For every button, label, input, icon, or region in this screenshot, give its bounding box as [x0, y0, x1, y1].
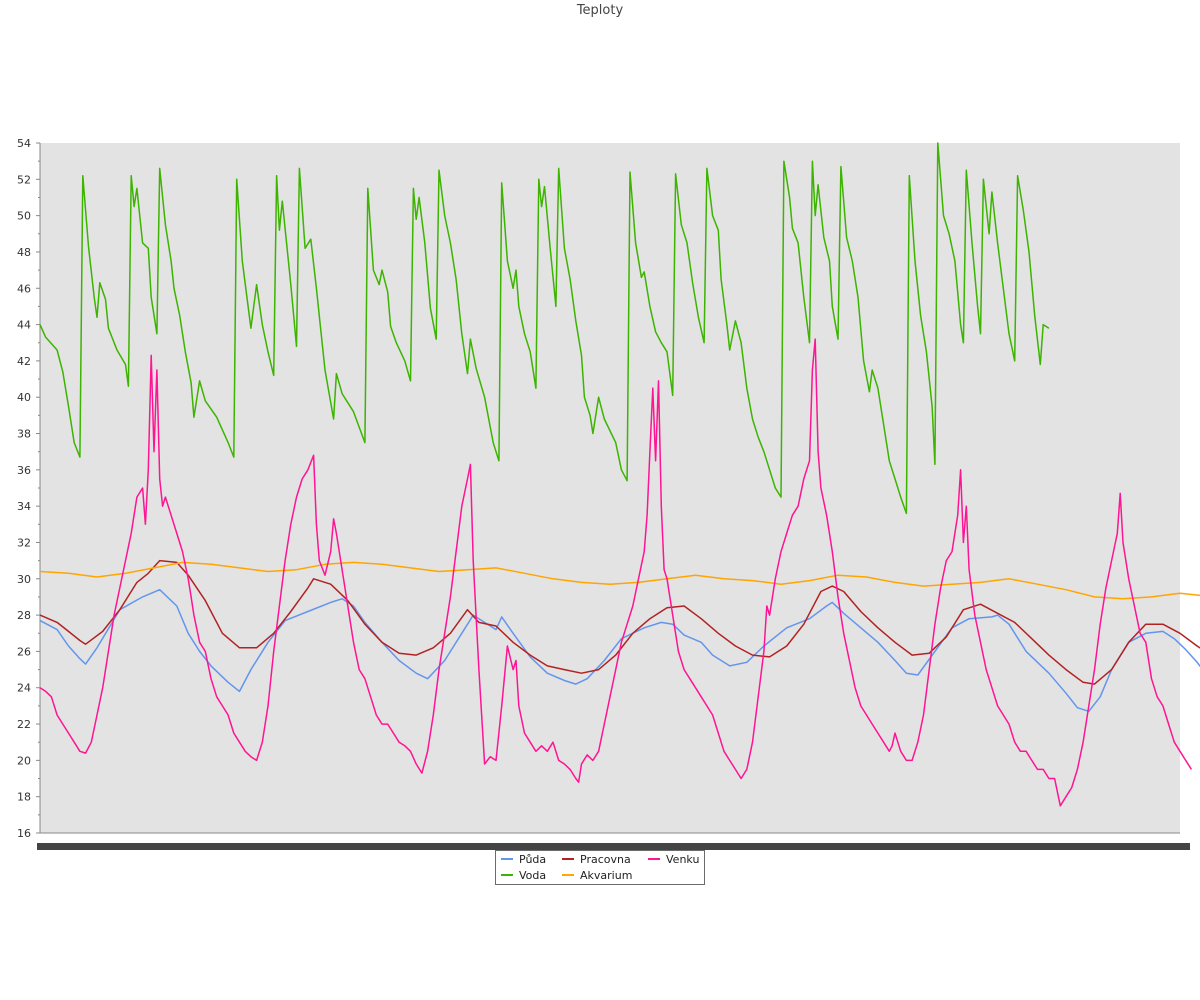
legend-swatch-venku — [648, 858, 660, 860]
y-tick-label: 48 — [17, 246, 31, 259]
legend-item-venku: Venku — [648, 853, 699, 867]
legend-swatch-voda — [501, 874, 513, 876]
series-layer — [39, 142, 1200, 807]
y-tick-label: 20 — [17, 754, 31, 767]
legend-label-akvarium: Akvarium — [580, 869, 633, 882]
x-tick-label-band — [37, 843, 1190, 850]
y-tick-label: 22 — [17, 718, 31, 731]
x-axis — [37, 832, 1190, 850]
legend-item-pracovna: Pracovna — [562, 853, 631, 867]
y-tick-label: 50 — [17, 210, 31, 223]
legend-label-puda: Půda — [519, 853, 547, 866]
y-tick-label: 34 — [17, 500, 31, 513]
legend-swatch-pracovna — [562, 858, 574, 860]
legend-label-pracovna: Pracovna — [580, 853, 631, 866]
y-tick-label: 30 — [17, 573, 31, 586]
legend-item-puda: Půda — [501, 853, 546, 867]
y-tick-label: 46 — [17, 282, 31, 295]
y-tick-label: 42 — [17, 355, 31, 368]
y-tick-label: 54 — [17, 137, 31, 150]
y-tick-label: 28 — [17, 609, 31, 622]
series-line-venku — [39, 338, 1193, 807]
y-tick-label: 32 — [17, 536, 31, 549]
series-line-puda — [39, 588, 1200, 713]
legend: Půda Pracovna Venku Voda Akvarium — [495, 850, 705, 885]
y-tick-label: 36 — [17, 464, 31, 477]
chart-title: Teploty — [576, 3, 624, 18]
legend-item-voda: Voda — [501, 869, 546, 883]
legend-swatch-puda — [501, 858, 513, 860]
y-tick-label: 18 — [17, 791, 31, 804]
y-tick-label: 38 — [17, 428, 31, 441]
y-tick-label: 16 — [17, 827, 31, 840]
y-tick-label: 24 — [17, 682, 31, 695]
plot-background — [40, 143, 1180, 833]
y-tick-label: 52 — [17, 173, 31, 186]
y-axis: 16 18 20 22 24 26 28 30 32 34 36 38 40 42 44 46 48 50 52 54 — [17, 137, 41, 840]
y-tick-label: 40 — [17, 391, 31, 404]
series-line-akvarium — [39, 561, 1200, 600]
legend-label-voda: Voda — [519, 869, 547, 882]
legend-label-venku: Venku — [666, 853, 700, 866]
series-line-pracovna — [39, 559, 1200, 685]
series-line-voda — [39, 142, 1050, 515]
legend-swatch-akvarium — [562, 874, 574, 876]
y-tick-label: 26 — [17, 645, 31, 658]
y-tick-label: 44 — [17, 319, 31, 332]
legend-item-akvarium: Akvarium — [562, 869, 632, 883]
